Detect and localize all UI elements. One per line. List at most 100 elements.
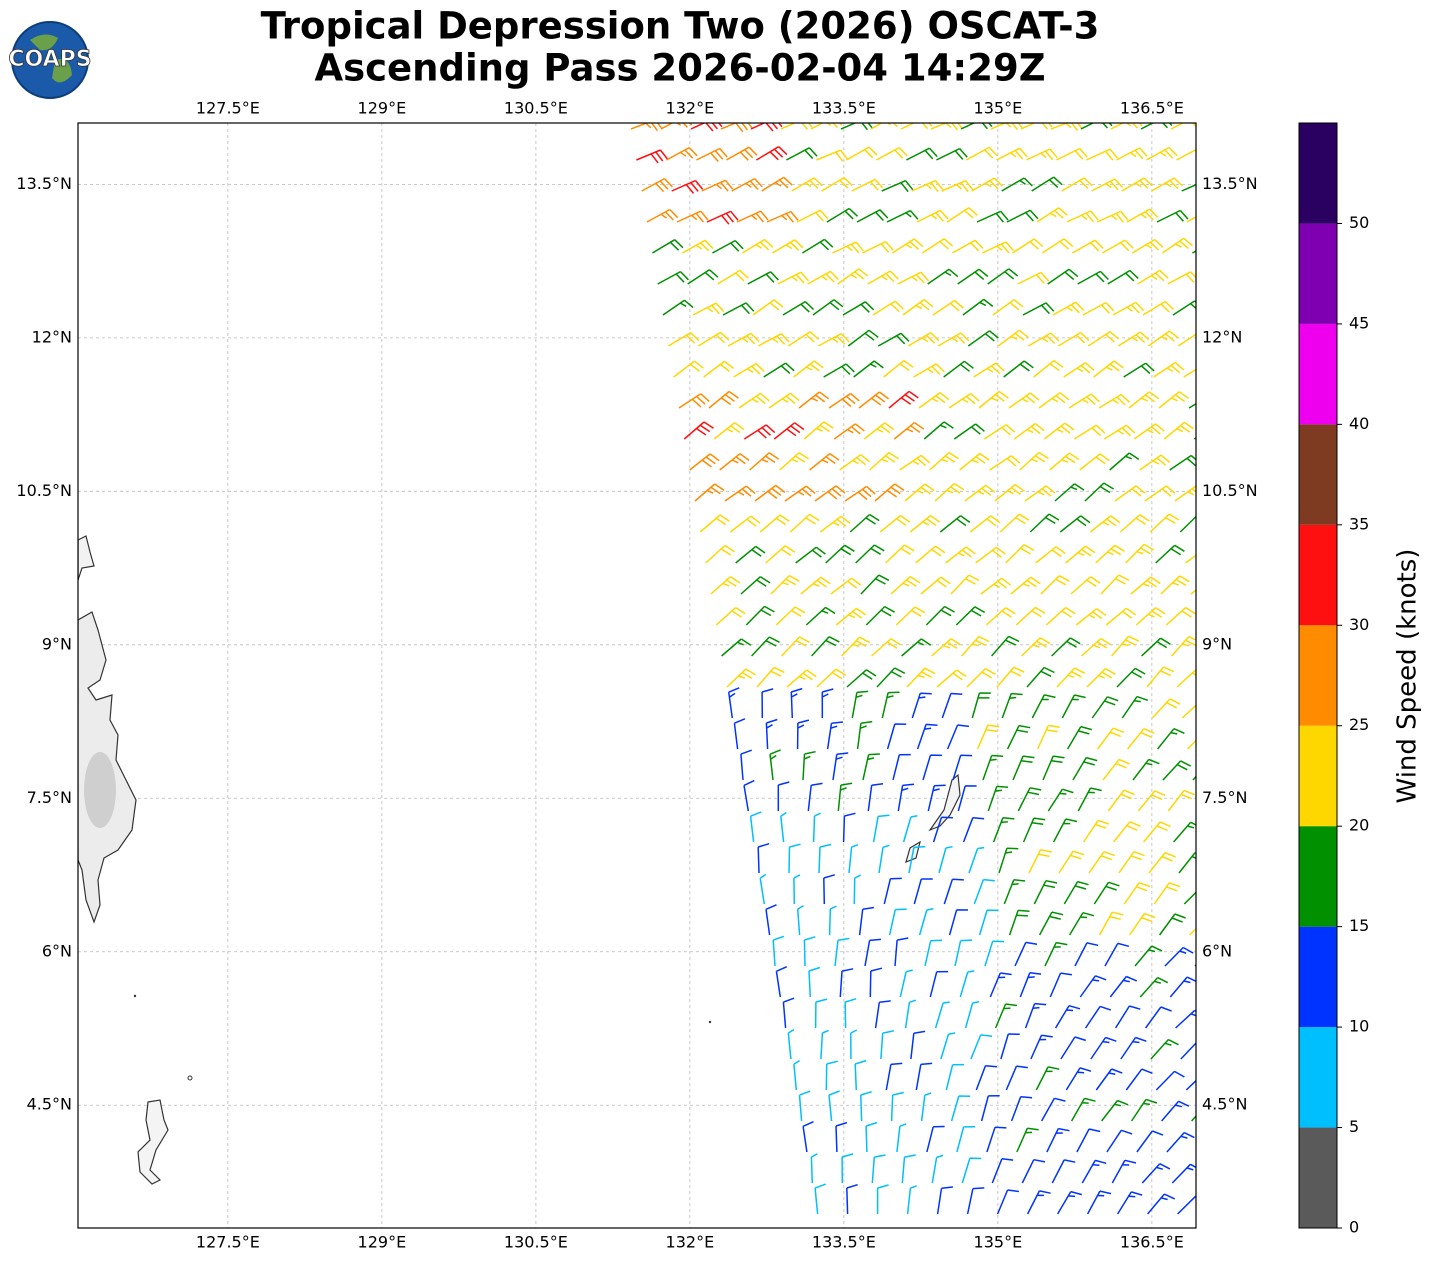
wind-barb — [877, 332, 910, 347]
wind-barb — [984, 940, 1005, 967]
wind-barb — [756, 146, 788, 161]
wind-barb — [1144, 485, 1176, 502]
wind-barb — [851, 690, 869, 719]
wind-barb — [1146, 146, 1178, 161]
wind-barb — [1052, 301, 1085, 316]
wind-barb — [777, 271, 810, 285]
wind-barb — [1033, 359, 1064, 378]
wind-barb — [907, 332, 940, 347]
wind-barb — [1021, 637, 1051, 657]
colorbar-bin — [1299, 826, 1337, 927]
wind-barb — [652, 239, 684, 254]
wind-barb — [1121, 695, 1149, 719]
wind-barb — [798, 1090, 811, 1122]
x-tick-label: 127.5°E — [196, 1233, 260, 1252]
wind-barb — [1022, 302, 1055, 316]
wind-barb — [761, 176, 793, 192]
wind-barb — [1030, 1034, 1053, 1060]
wind-barb — [1016, 1127, 1039, 1153]
wind-barb — [964, 1000, 980, 1029]
wind-barb — [930, 123, 963, 131]
wind-barb — [1181, 704, 1196, 719]
wind-barb — [816, 149, 848, 162]
wind-barb — [990, 123, 1023, 131]
wind-barb — [989, 455, 1021, 471]
wind-barb — [1054, 1004, 1081, 1029]
wind-barb — [920, 1092, 932, 1122]
colorbar-tick-label: 40 — [1349, 414, 1369, 433]
wind-barb — [1076, 1128, 1101, 1153]
wind-barb — [1102, 758, 1130, 781]
wind-barb — [862, 753, 880, 781]
wind-barb — [998, 847, 1019, 874]
wind-barb — [872, 300, 904, 316]
wind-barb — [1077, 270, 1109, 285]
wind-barb — [881, 180, 914, 193]
wind-barb — [788, 843, 801, 874]
wind-barb — [978, 909, 999, 936]
wind-barb — [1096, 210, 1129, 223]
wind-barb — [1116, 147, 1148, 161]
wind-barb — [929, 451, 960, 471]
wind-barb — [719, 453, 750, 471]
wind-barb — [1149, 513, 1180, 533]
wind-barb — [1036, 207, 1068, 223]
wind-barb — [1028, 848, 1052, 874]
wind-barb — [853, 874, 862, 905]
colorbar-bin — [1299, 1027, 1337, 1128]
wind-barb — [941, 692, 963, 719]
wind-barb — [997, 329, 1029, 347]
wind-barb — [968, 846, 985, 874]
wind-barb — [856, 209, 889, 223]
wind-barb — [915, 545, 946, 564]
wind-barb — [854, 1059, 867, 1091]
wind-barb — [749, 811, 762, 843]
wind-barb — [715, 606, 746, 626]
colorbar-tick-label: 30 — [1349, 615, 1369, 634]
wind-barb — [863, 422, 895, 440]
wind-barb — [902, 815, 918, 843]
wind-barb — [1123, 362, 1155, 378]
colorbar-tick-label: 50 — [1349, 213, 1369, 232]
wind-barb — [1058, 850, 1085, 874]
wind-barb — [740, 576, 771, 595]
wind-barb — [787, 1028, 795, 1060]
wind-barb — [1061, 177, 1093, 192]
wind-barb — [885, 544, 915, 564]
wind-barb — [931, 638, 962, 657]
wind-barb — [1183, 891, 1196, 905]
wind-barb — [814, 1183, 826, 1215]
wind-barb — [961, 1157, 982, 1184]
wind-barb — [692, 302, 725, 316]
wind-barb — [901, 1154, 916, 1184]
wind-barb — [1186, 216, 1196, 223]
wind-barb — [1093, 360, 1124, 378]
wind-barb — [1079, 975, 1107, 998]
colorbar-bin — [1299, 926, 1337, 1028]
wind-barb — [750, 123, 783, 132]
wind-barb — [1174, 485, 1196, 502]
x-tick-label: 135°E — [974, 99, 1023, 118]
wind-barb — [826, 207, 859, 223]
wind-barb — [690, 123, 723, 132]
wind-barb — [740, 749, 752, 781]
wind-barbs — [630, 123, 1196, 1215]
wind-barb — [821, 688, 834, 718]
wind-barb — [1003, 360, 1034, 378]
wind-barb — [849, 513, 880, 533]
wind-barb — [1192, 250, 1196, 254]
wind-barb — [1132, 238, 1164, 254]
wind-barb — [796, 209, 829, 223]
wind-barb — [953, 423, 985, 440]
colorbar-tick-label: 15 — [1349, 916, 1369, 935]
wind-barb — [911, 179, 944, 192]
wind-barb — [791, 177, 823, 192]
colorbar-tick-label: 5 — [1349, 1117, 1359, 1136]
wind-barb — [835, 1121, 848, 1153]
wind-barb — [892, 753, 911, 781]
wind-barb — [682, 239, 714, 254]
wind-barb — [1054, 483, 1085, 502]
wind-barb — [802, 750, 816, 781]
wind-barb — [1179, 515, 1196, 533]
wind-barb — [975, 1064, 997, 1091]
